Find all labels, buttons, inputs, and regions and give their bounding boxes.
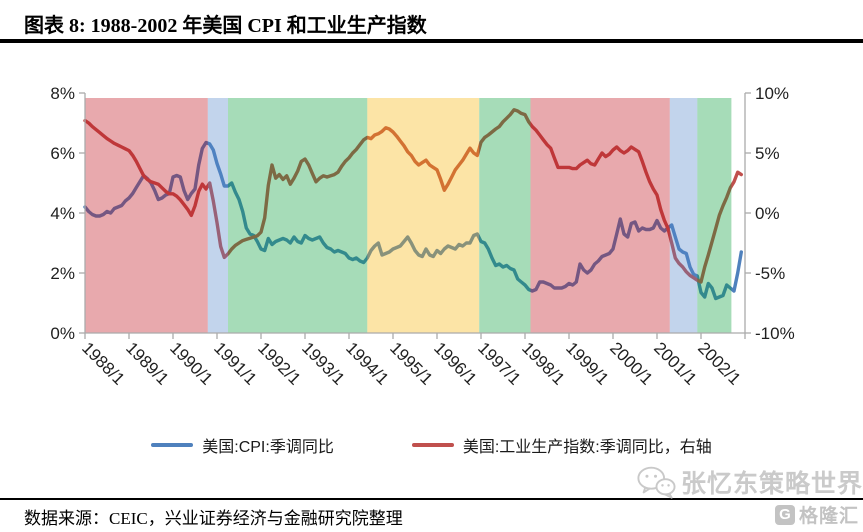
cpi-line [83, 140, 743, 301]
cycle-band [479, 98, 531, 333]
y-axis-label-right: 0% [755, 204, 780, 223]
y-axis-label-left: 6% [50, 144, 75, 163]
y-axis-label-right: -5% [755, 264, 785, 283]
legend-label-cpi: 美国:CPI:季调同比 [202, 439, 334, 456]
gelonghui-logo-icon: G [774, 504, 795, 525]
x-axis-label: 2001/1 [650, 338, 700, 388]
x-axis-label: 1997/1 [474, 338, 524, 388]
cycle-band [367, 98, 480, 333]
y-axis-label-left: 4% [50, 204, 75, 223]
ip-line [83, 108, 743, 284]
cycle-band [530, 98, 670, 333]
cycle-band [207, 98, 228, 333]
watermark-brand: 格隆汇 [798, 506, 859, 527]
watermark: 张忆东策略世界 G 格隆汇 [636, 464, 863, 528]
x-axis-label: 1991/1 [210, 338, 260, 388]
legend-label-ip: 美国:工业生产指数:季调同比，右轴 [462, 439, 712, 456]
figure-title: 图表 8: 1988-2002 年美国 CPI 和工业生产指数 [24, 15, 427, 37]
x-axis-label: 1994/1 [342, 338, 392, 388]
x-axis-label: 1992/1 [254, 338, 304, 388]
title-rule [0, 39, 863, 43]
y-axis-label-right: 10% [755, 84, 789, 103]
legend-item-cpi: 美国:CPI:季调同比 [151, 433, 334, 457]
x-axis-label: 1988/1 [78, 338, 128, 388]
ip-line-swatch [411, 443, 454, 447]
watermark-brand-row: G 格隆汇 [636, 501, 863, 528]
y-axis-label-right: 5% [755, 144, 780, 163]
cycle-band [85, 98, 208, 333]
x-axis-label: 1998/1 [518, 338, 568, 388]
bottom-rule [0, 498, 863, 500]
chart-legend: 美国:CPI:季调同比 美国:工业生产指数:季调同比，右轴 [0, 433, 863, 457]
source-note: 数据来源：CEIC，兴业证券经济与金融研究院整理 [24, 509, 403, 528]
cycle-band [697, 98, 732, 333]
x-axis-label: 2000/1 [606, 338, 656, 388]
y-axis-label-left: 2% [50, 264, 75, 283]
cycle-band [669, 98, 698, 333]
x-axis-label: 1995/1 [386, 338, 436, 388]
x-axis-label: 1993/1 [298, 338, 348, 388]
y-axis-label-left: 0% [50, 324, 75, 343]
x-axis-label: 1999/1 [562, 338, 612, 388]
y-axis-label-left: 8% [50, 84, 75, 103]
x-axis-label: 1996/1 [430, 338, 480, 388]
cycle-band [228, 98, 368, 333]
x-axis-label: 2002/1 [694, 338, 744, 388]
watermark-row: 张忆东策略世界 [636, 464, 863, 500]
wechat-icon [637, 466, 676, 499]
watermark-text: 张忆东策略世界 [680, 470, 863, 498]
cpi-line-swatch [151, 443, 194, 447]
x-axis-label: 1990/1 [166, 338, 216, 388]
y-axis-label-right: -10% [755, 324, 795, 343]
x-axis-label: 1989/1 [122, 338, 172, 388]
legend-item-ip: 美国:工业生产指数:季调同比，右轴 [411, 433, 712, 457]
